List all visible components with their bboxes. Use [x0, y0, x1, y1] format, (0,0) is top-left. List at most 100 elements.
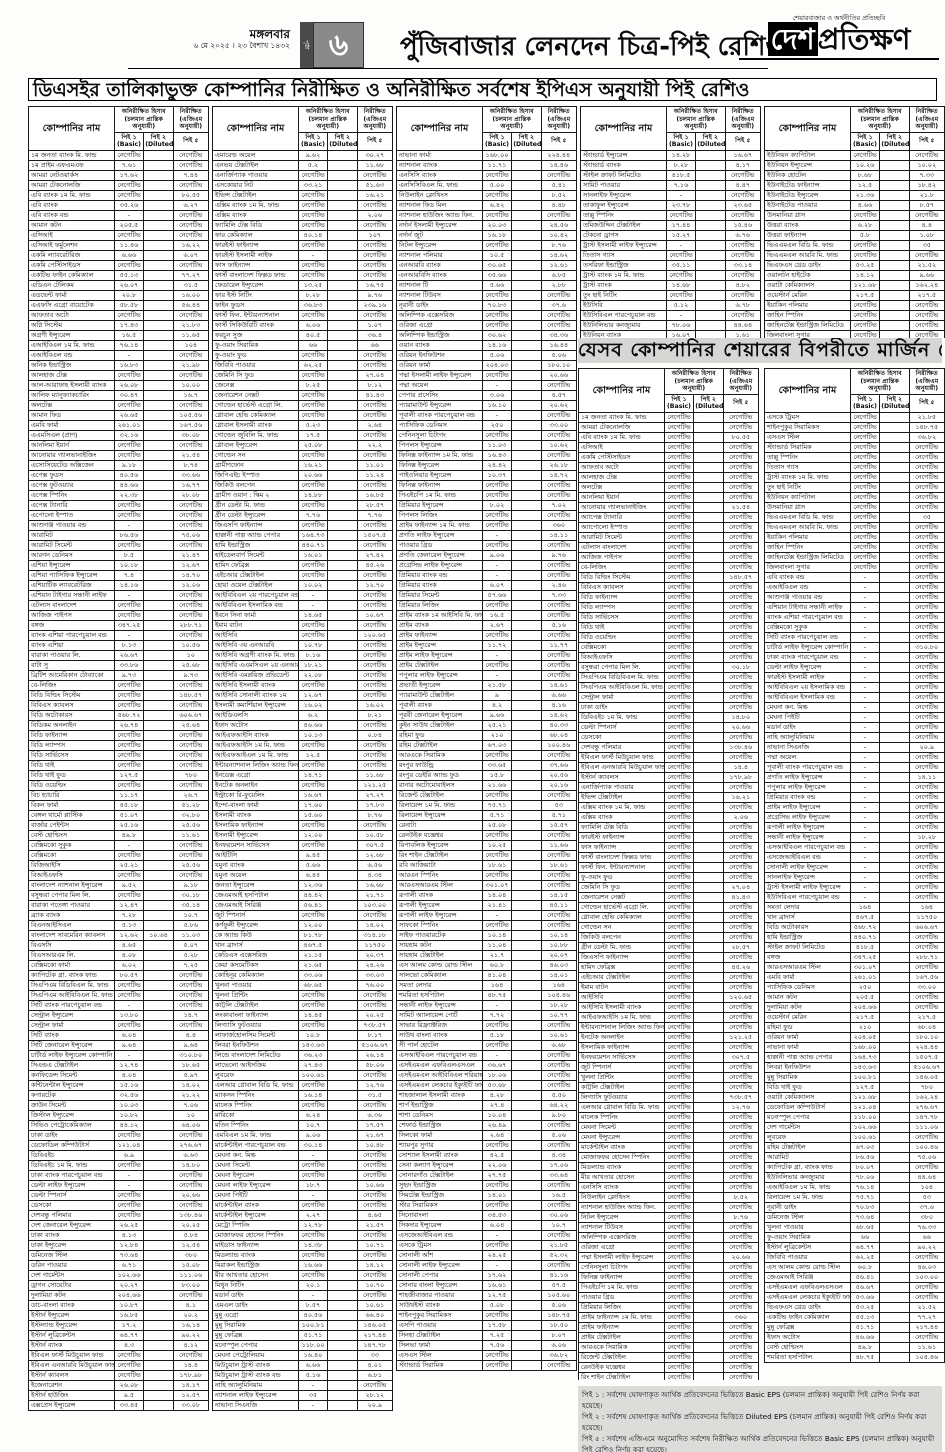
company-name-cell: ফার্স্ট সিকিউরিটি ব্যাংক — [212, 319, 299, 331]
company-name-cell: জুট স্পিনার্স — [578, 1061, 665, 1073]
pe5-cell: নেগেটিভ — [172, 849, 209, 861]
company-name-cell: ১ম জনতা ব্যাংক মি. ফান্ড — [28, 149, 115, 161]
company-name-cell: পিপলস লিজিং — [396, 509, 483, 521]
table-row: ন্যাশনাল হাউজিং অ্যান্ড ফিন. নেগেটিভ নেগেট… — [396, 209, 577, 221]
pe2-cell — [143, 449, 174, 461]
pe2-cell — [143, 169, 174, 181]
table-row: ফারইস্ট ফাইন্যান্স নেগেটিভ নেগেটিভ — [212, 239, 393, 251]
table-row: আরগন ডেনিমস ৮.৫ ২১.৪৭ — [28, 549, 209, 561]
pe2-cell — [511, 299, 542, 311]
company-name-cell: আনলিমা ইয়ার্ন — [578, 491, 665, 503]
pe2-cell — [693, 531, 724, 543]
pe5-cell: ২০.২৫ — [356, 1009, 393, 1021]
table-row: ভিএফএস থ্রেড ডাইং ৫৩.২৫ ২১.৫২ — [764, 259, 945, 271]
pe5-cell: ৪.৩৪ — [540, 1149, 577, 1161]
company-name-cell: ইস্টার্ন লুব্রিকেন্টস — [28, 1329, 115, 1341]
company-name-cell: এটলাস বাংলাদেশ — [578, 541, 665, 553]
pe5-cell: নেগেটিভ — [172, 369, 209, 381]
pe1-cell: ৩০.৬২ — [481, 329, 513, 341]
company-name-cell: ইন্ট্রাকো রি-ফুয়েলিং — [212, 789, 299, 801]
table-row: ফারইস্ট ফাইন্যান্স নেগেটিভ নেগেটিভ — [578, 831, 759, 843]
pe1-cell: ১৪.৬৫ — [297, 609, 329, 621]
pe1-cell: ২৩.৭৮ — [665, 199, 697, 211]
pe2-cell — [511, 999, 542, 1011]
pe1-cell: নেগেটিভ — [663, 511, 695, 523]
table-row: হাইডেলবার্গ সিমেন্ট ১৬.০১ ২৭.৪২ — [212, 549, 393, 561]
company-name-cell: ফারইস্ট ইসলামী লাইফ — [764, 671, 851, 683]
pe2-cell — [511, 459, 542, 471]
pe2-cell — [511, 179, 542, 191]
column-header-pe5: পিই ৫ — [722, 393, 759, 413]
pe1-cell: ৪১.০৪ — [481, 969, 513, 981]
company-name-cell: প্রভাতী ইন্স্যুরেন্স — [396, 679, 483, 691]
company-name-cell: প্রিমিয়ার লিজিং — [578, 1301, 665, 1313]
pe5-cell: নেগেটিভ — [722, 1121, 759, 1133]
table-row: এলআর গ্লোবাল বিডি মি. ফান্ড নেগেটিভ ১২.৭৬ — [578, 1101, 759, 1113]
pe1-cell: ১৪.১৬ — [481, 339, 513, 351]
pe1-cell: নেগেটিভ — [663, 1331, 695, 1343]
pe2-cell — [327, 589, 358, 601]
pe2-cell — [879, 1151, 910, 1163]
column-header-pe1: পিই ১ (Basic) — [297, 131, 329, 151]
pe2-cell — [143, 459, 174, 471]
pe5-cell: ১৪৭.৭৮ — [908, 1111, 945, 1123]
pe1-cell: নেগেটিভ — [481, 789, 513, 801]
pe5-cell: নেগেটিভ — [356, 639, 393, 651]
pe1-cell: নেগেটিভ — [849, 511, 881, 523]
company-name-cell: প্রাইম ফাইন্যান্স — [578, 1321, 665, 1333]
pe5-cell: নেগেটিভ — [172, 219, 209, 231]
table-row: ইউনিয়ন ব্যাংক ১৬.০৭ ১.৬১ — [580, 329, 761, 338]
pe2-cell — [879, 1251, 910, 1263]
table-row: মুন্নু ফেব্রিক্স ৫১.৭১ ২১৭.৪৪ — [212, 1329, 393, 1341]
pe5-cell: নেগেটিভ — [722, 551, 759, 563]
table-row: জুট স্পিনার্স নেগেটিভ নেগেটিভ — [578, 1061, 759, 1073]
table-row: ট্রাস্ট ইসলামী লাইফ ইন্স্যুরেন্স - নেগেটিভ — [580, 239, 761, 251]
pe5-cell: ৭.০২ — [540, 499, 577, 511]
table-row: আইসিবি নেগেটিভ ১২০.৬৫ — [212, 629, 393, 641]
pe1-cell: ২১০ — [849, 1021, 881, 1033]
pe1-cell: নেগেটিভ — [663, 731, 695, 743]
table-row: সোশ্যাল ইসলামী ব্যাংক ৪২.৫ ৪.৩৪ — [396, 1149, 577, 1161]
pe5-cell: ১২.৫৪ — [172, 1239, 209, 1251]
pe1-cell: ২৫.০৮ — [297, 439, 329, 451]
pe5-cell: ৬.৮১ — [356, 1369, 393, 1381]
pe1-cell: নেগেটিভ — [481, 429, 513, 441]
company-name-cell: এসইএমএল আইবিবিএল শরিয়াহ ফান্ড — [396, 1069, 483, 1081]
pe1-cell: ১৬.৪০ — [297, 1349, 329, 1361]
column-header-pe1: পিই ১ (Basic) — [849, 393, 881, 413]
company-name-cell: বেক্সিমকো সুকুক — [764, 621, 851, 633]
pe2-cell — [693, 1151, 724, 1163]
table-row: মার্কেন্টাইল ব্যাংক নেগেটিভ নেগেটিভ — [578, 1141, 759, 1153]
table-row: ওয়েস্টার্ন মেরিন ২১৭.৫ ২১৭.৫ — [764, 1011, 945, 1023]
pe2-cell — [879, 891, 910, 903]
pe5-cell: ৫.১৬ — [540, 619, 577, 631]
table-row: নর্দার্ন ইসলামী ইন্স্যুরেন্স ২০.০৩ ২৪.৫৬ — [396, 219, 577, 231]
table-row: আইবিবিএল ইসলামিক বন্ড - নেগেটিভ — [764, 691, 945, 703]
pe1-cell: ১১৮.০০ — [849, 1111, 881, 1123]
table-row: প্যারামাউন্ট ইন্স্যুরেন্স ১৬.১০ ২০.৬২ — [396, 399, 577, 411]
pe2-cell — [143, 159, 174, 171]
table-row: ওয়েস্টার্ন মেরিন ২১৭.৫ ২১৭.৫ — [764, 289, 945, 301]
pe5-cell: ১২.৬৮ — [356, 849, 393, 861]
company-name-cell: ওরিয়ন ফার্মা — [764, 1031, 851, 1043]
table-row: বে-লিজিং নেগেটিভ নেগেটিভ — [578, 561, 759, 573]
pe5-cell: ১০.১৪ — [540, 929, 577, 941]
table-row: ন্যাশনাল পলিমার ১০.৫ ১৪.৬২ — [396, 249, 577, 261]
company-name-cell: নাভানা সিএনজি — [212, 1399, 299, 1411]
header-divider — [128, 68, 768, 69]
company-name-cell: বাংলাদেশ ন্যাশনাল ইন্স্যুরেন্স — [28, 879, 115, 891]
pe5-cell: ১২.০৬ — [172, 579, 209, 591]
pe5-cell: ২০.৬৬ — [722, 1251, 759, 1263]
pe5-cell: ১০.৫৬ — [172, 639, 209, 651]
table-row: আরএন স্পিনিং নেগেটিভ নেগেটিভ — [396, 869, 577, 881]
company-name-cell: এনার্জিপ্যাক পাওয়ার — [212, 169, 299, 181]
pe5-cell: ২৪.৫৬ — [540, 219, 577, 231]
table-row: নিটল ইন্স্যুরেন্স নেগেটিভ ৮.৭৬ — [578, 1211, 759, 1223]
pe5-cell: ৪০.৩৩ — [540, 719, 577, 731]
pe5-cell: ৬৪.২২ — [540, 1099, 577, 1111]
pe2-cell — [511, 529, 542, 541]
table-row: প্রিমিয়ার ব্যাংক ৬.০৭ ২.৪৬ — [396, 579, 577, 591]
company-name-cell: দেশবন্ধু পলিমার — [578, 741, 665, 753]
pe5-cell: ১৫.০৮ — [172, 1259, 209, 1271]
date-label: ৬ মে ২০২৫ । ২৩ বৈশাখ ১৪৩২ — [193, 41, 290, 50]
